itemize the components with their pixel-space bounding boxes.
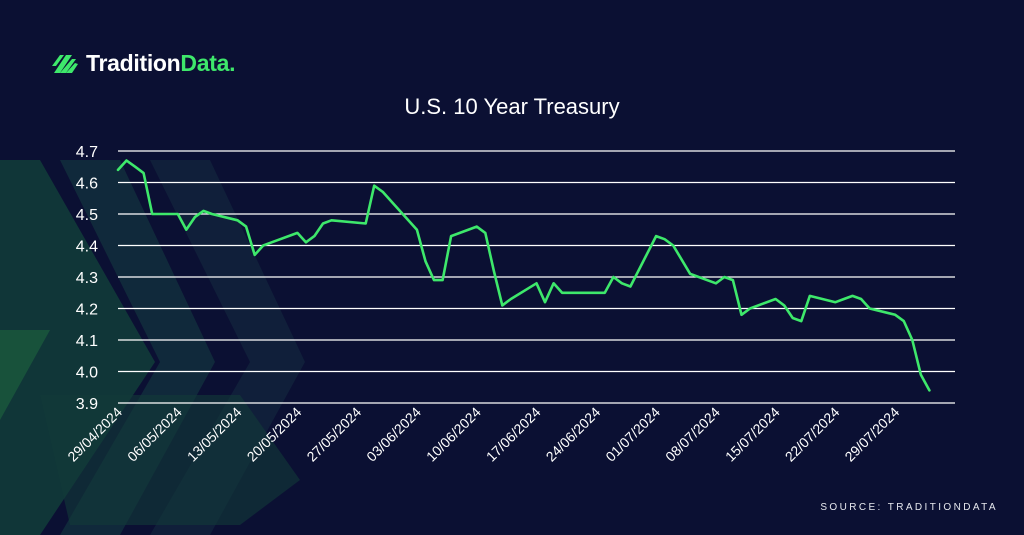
x-tick-label: 10/06/2024 bbox=[423, 404, 484, 465]
y-tick-label: 4.5 bbox=[76, 207, 98, 224]
x-axis-ticks: 29/04/202406/05/202413/05/202420/05/2024… bbox=[64, 404, 902, 465]
chart-grid bbox=[118, 150, 955, 404]
x-tick-label: 17/06/2024 bbox=[483, 404, 544, 465]
y-tick-label: 4.1 bbox=[76, 333, 98, 350]
chart-title: U.S. 10 Year Treasury bbox=[404, 94, 620, 119]
y-tick-label: 4.2 bbox=[76, 302, 98, 319]
tradition-data-logo-icon bbox=[52, 54, 78, 73]
x-tick-label: 03/06/2024 bbox=[363, 404, 424, 465]
y-tick-label: 4.6 bbox=[76, 176, 98, 193]
series-line bbox=[116, 159, 931, 392]
x-tick-label: 15/07/2024 bbox=[722, 404, 783, 465]
brand-name: TraditionData. bbox=[86, 50, 235, 77]
x-tick-label: 24/06/2024 bbox=[543, 404, 604, 465]
x-tick-label: 22/07/2024 bbox=[782, 404, 843, 465]
brand-name-dot: . bbox=[229, 50, 236, 76]
x-tick-label: 27/05/2024 bbox=[303, 404, 364, 465]
y-tick-label: 4.4 bbox=[76, 239, 98, 256]
x-tick-label: 08/07/2024 bbox=[662, 404, 723, 465]
y-tick-label: 3.9 bbox=[76, 396, 98, 413]
y-tick-label: 4.3 bbox=[76, 270, 98, 287]
x-tick-label: 20/05/2024 bbox=[244, 404, 305, 465]
y-tick-label: 4.7 bbox=[76, 144, 98, 161]
x-tick-label: 01/07/2024 bbox=[602, 404, 663, 465]
brand-logo: TraditionData. bbox=[52, 50, 235, 77]
x-tick-label: 29/07/2024 bbox=[841, 404, 902, 465]
brand-name-part1: Tradition bbox=[86, 50, 181, 76]
y-tick-label: 4.0 bbox=[76, 365, 98, 382]
brand-name-part2: Data bbox=[180, 50, 230, 76]
x-tick-label: 06/05/2024 bbox=[124, 404, 185, 465]
y-axis-ticks: 4.7 4.6 4.5 4.4 4.3 4.2 4.1 4.0 3.9 bbox=[76, 144, 98, 413]
chart-series bbox=[116, 159, 931, 392]
x-tick-label: 13/05/2024 bbox=[184, 404, 245, 465]
source-label: SOURCE: TRADITIONDATA bbox=[820, 502, 998, 513]
